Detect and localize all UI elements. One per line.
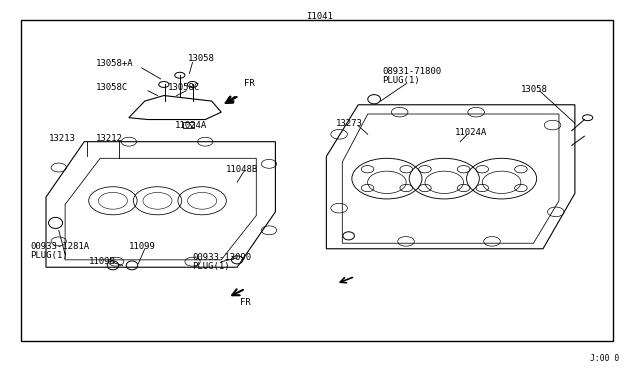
Text: 13058+A: 13058+A [96,59,133,68]
Text: 00933-13090: 00933-13090 [193,253,252,263]
Text: 11024A: 11024A [455,128,487,137]
Text: 11048B: 11048B [226,165,258,174]
Text: PLUG(1): PLUG(1) [383,76,420,84]
Text: FR: FR [244,79,254,88]
Text: 1109B: 1109B [90,257,116,266]
Text: J:00 0: J:00 0 [590,354,620,363]
Text: 11099: 11099 [129,243,156,251]
Text: 11024A: 11024A [175,121,207,129]
Text: 08931-71800: 08931-71800 [383,67,442,76]
Text: PLUG(1): PLUG(1) [193,262,230,271]
Text: FR: FR [241,298,251,307]
Text: 13058: 13058 [521,85,548,94]
Text: 13273: 13273 [336,119,363,128]
Text: 13058C: 13058C [96,83,128,92]
Text: 00933-1281A: 00933-1281A [30,243,89,251]
Text: 13058C: 13058C [168,83,200,92]
Text: PLUG(1): PLUG(1) [30,251,68,260]
Text: I1041: I1041 [307,13,333,22]
Text: 13213: 13213 [49,134,76,142]
Text: 13212: 13212 [96,134,123,142]
Text: 13058: 13058 [188,54,215,63]
